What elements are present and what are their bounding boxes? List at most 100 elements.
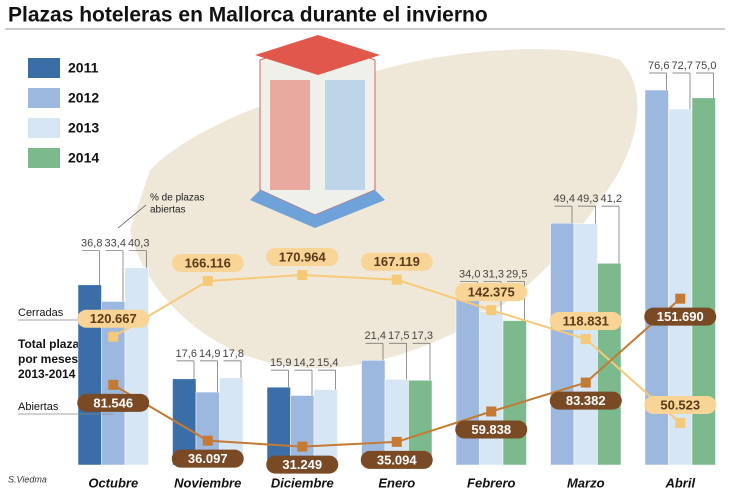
bar bbox=[691, 97, 716, 466]
line-marker bbox=[675, 417, 686, 428]
value-pill bbox=[266, 248, 339, 266]
legend-label: 2012 bbox=[68, 90, 99, 106]
line-marker bbox=[108, 379, 119, 390]
bar-value-label: 29,5 bbox=[506, 268, 527, 280]
bar bbox=[550, 222, 575, 466]
line-marker bbox=[486, 305, 497, 316]
line-marker bbox=[391, 436, 402, 447]
legend-label: 2014 bbox=[68, 150, 99, 166]
line-value-label: 151.690 bbox=[657, 309, 704, 324]
value-pill bbox=[77, 309, 150, 328]
value-pill bbox=[360, 252, 433, 271]
legend-swatch bbox=[28, 88, 60, 108]
value-pill bbox=[549, 312, 622, 331]
x-tick-label: Diciembre bbox=[271, 475, 334, 490]
bar-value-label: 17,8 bbox=[223, 348, 244, 360]
value-pill bbox=[455, 283, 528, 302]
line-value-label: 83.382 bbox=[566, 393, 606, 408]
bar bbox=[266, 386, 291, 466]
bar-note: % de plazas bbox=[150, 193, 204, 204]
line-marker bbox=[391, 274, 402, 285]
bar bbox=[455, 298, 480, 466]
bar-value-label: 14,2 bbox=[294, 357, 315, 369]
bar-value-label: 33,4 bbox=[105, 238, 126, 250]
legend-label: 2011 bbox=[68, 60, 99, 76]
line-marker bbox=[675, 293, 686, 304]
lines-note: por meses bbox=[18, 352, 78, 366]
x-tick-label: Enero bbox=[378, 475, 415, 490]
bar bbox=[290, 395, 315, 466]
line-marker bbox=[108, 331, 119, 342]
bar-value-label: 76,6 bbox=[648, 60, 669, 72]
bar-value-label: 72,7 bbox=[672, 60, 693, 72]
line-value-label: 36.097 bbox=[188, 451, 228, 466]
bar-value-label: 31,3 bbox=[483, 268, 504, 280]
bar-value-label: 49,3 bbox=[577, 193, 598, 205]
hotel-illustration bbox=[250, 35, 385, 228]
bar-value-label: 34,0 bbox=[459, 268, 480, 280]
note-leader bbox=[117, 204, 147, 229]
value-pill bbox=[77, 393, 150, 412]
bar-note: abiertas bbox=[150, 205, 186, 216]
line-value-label: 170.964 bbox=[279, 249, 327, 264]
value-pill bbox=[360, 450, 433, 469]
bar bbox=[479, 311, 504, 466]
bar bbox=[361, 359, 386, 466]
line-value-label: 50.523 bbox=[660, 397, 700, 412]
legend-swatch bbox=[28, 148, 60, 168]
bar-value-label: 41,2 bbox=[601, 193, 622, 205]
line-value-label: 120.667 bbox=[90, 311, 137, 326]
x-tick-label: Marzo bbox=[567, 475, 605, 490]
legend-label: 2013 bbox=[68, 120, 99, 136]
line-value-label: 81.546 bbox=[93, 395, 133, 410]
line-marker bbox=[486, 406, 497, 417]
value-pill bbox=[266, 455, 339, 474]
credit: S.Viedma bbox=[8, 474, 47, 484]
line-name: Cerradas bbox=[18, 307, 64, 319]
value-pill bbox=[171, 253, 244, 272]
value-pill bbox=[644, 395, 717, 414]
bar-value-label: 14,9 bbox=[199, 348, 220, 360]
value-pill bbox=[171, 449, 244, 468]
legend-swatch bbox=[28, 58, 60, 78]
x-tick-label: Noviembre bbox=[174, 475, 241, 490]
legend-swatch bbox=[28, 118, 60, 138]
bar-value-label: 49,4 bbox=[554, 193, 575, 205]
line-value-label: 118.831 bbox=[563, 313, 609, 328]
bar-value-label: 17,6 bbox=[176, 348, 197, 360]
bar-value-label: 21,4 bbox=[365, 330, 386, 342]
line-marker bbox=[202, 435, 213, 446]
lines-note: Total plazas bbox=[18, 337, 86, 351]
line-marker bbox=[297, 441, 308, 452]
value-pill bbox=[549, 391, 622, 410]
bar bbox=[313, 389, 338, 466]
x-tick-label: Abril bbox=[664, 475, 695, 490]
bar-value-label: 17,5 bbox=[388, 330, 409, 342]
bar-value-label: 15,4 bbox=[317, 357, 338, 369]
line-value-label: 31.249 bbox=[282, 457, 322, 472]
bar bbox=[573, 223, 598, 466]
bar-value-label: 17,3 bbox=[412, 330, 433, 342]
line-value-label: 167.119 bbox=[374, 254, 420, 269]
value-pill bbox=[455, 420, 528, 439]
line-marker bbox=[580, 377, 591, 388]
line-value-label: 142.375 bbox=[468, 285, 515, 300]
line-value-label: 35.094 bbox=[377, 452, 418, 467]
bar-value-label: 36,8 bbox=[81, 238, 102, 250]
bar bbox=[597, 263, 622, 466]
chart-title: Plazas hoteleras en Mallorca durante el … bbox=[8, 4, 488, 27]
bar-value-label: 15,9 bbox=[270, 357, 291, 369]
lines-note: 2013-2014 bbox=[18, 367, 76, 381]
x-tick-label: Febrero bbox=[467, 475, 515, 490]
line-value-label: 166.116 bbox=[185, 255, 231, 270]
line-name: Abiertas bbox=[18, 401, 59, 413]
line-marker bbox=[202, 275, 213, 286]
bar-value-label: 40,3 bbox=[128, 238, 149, 250]
bar bbox=[124, 267, 149, 466]
x-tick-label: Octubre bbox=[88, 475, 138, 490]
bar bbox=[502, 320, 527, 466]
line-value-label: 59.838 bbox=[471, 422, 511, 437]
value-pill bbox=[644, 307, 717, 326]
line-marker bbox=[297, 270, 308, 280]
